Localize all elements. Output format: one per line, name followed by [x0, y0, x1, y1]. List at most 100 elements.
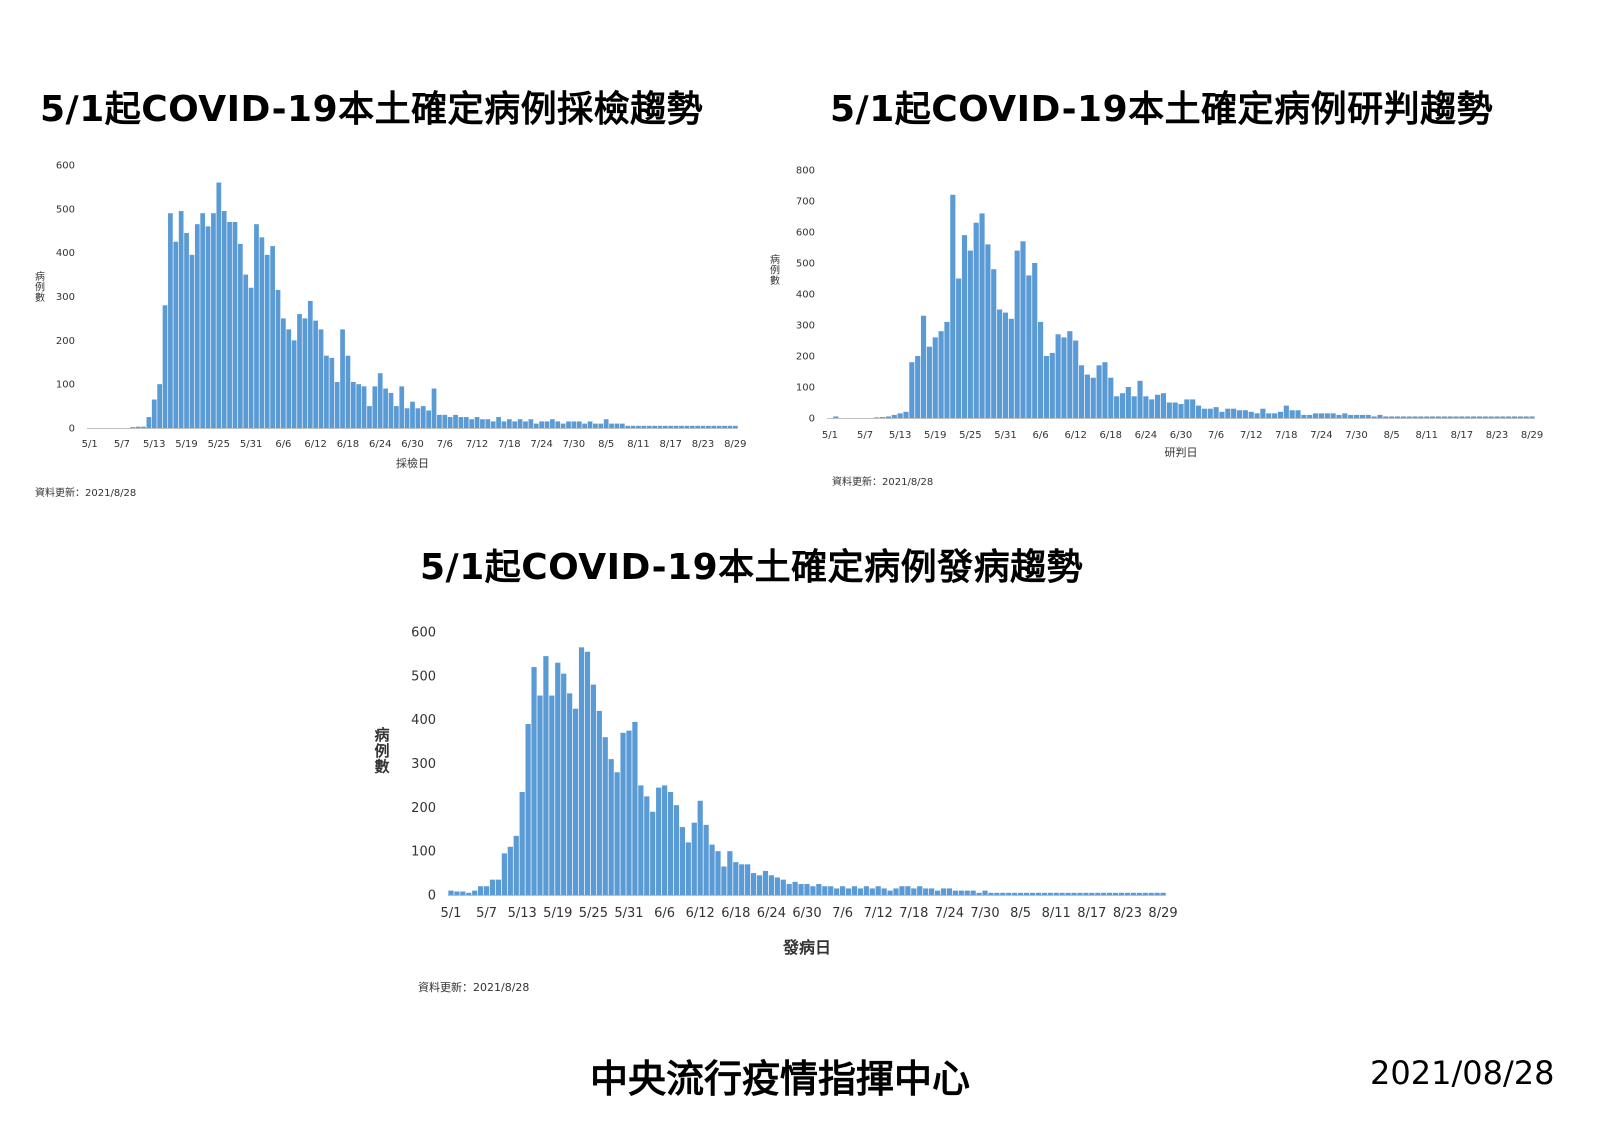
x-tick-label: 7/12 [466, 439, 488, 450]
bar [732, 425, 738, 428]
bar [646, 425, 652, 428]
bar [324, 355, 329, 428]
bar [602, 737, 608, 895]
x-tick-label: 6/12 [686, 906, 715, 921]
y-tick-label: 400 [56, 248, 75, 259]
bar [970, 890, 976, 895]
x-tick-label: 5/1 [441, 906, 462, 921]
bar [393, 406, 399, 428]
chart3-title: 5/1起COVID-19本土確定病例發病趨勢 [420, 547, 1084, 588]
bar [1242, 410, 1248, 418]
bar [822, 886, 828, 895]
x-tick-label: 6/12 [1064, 430, 1086, 441]
bar [641, 425, 647, 428]
bar [243, 274, 249, 428]
x-tick-label: 7/12 [864, 906, 893, 921]
bar [1500, 416, 1506, 418]
bar [985, 244, 991, 418]
bar [237, 243, 243, 428]
bar [507, 846, 513, 895]
bar [1043, 356, 1049, 418]
bar [733, 862, 739, 895]
bar [232, 221, 238, 428]
x-tick-label: 8/5 [1010, 906, 1031, 921]
x-tick-label: 8/29 [1521, 430, 1543, 441]
bar [721, 866, 727, 895]
bar [221, 211, 227, 428]
bar [1037, 321, 1044, 418]
x-tick-label: 6/30 [792, 906, 821, 921]
bar [130, 427, 136, 428]
bar [976, 892, 982, 895]
bar [816, 884, 822, 895]
bar [1236, 410, 1243, 418]
bar [1365, 414, 1371, 418]
bar [1012, 892, 1018, 895]
bar [259, 237, 265, 428]
bar [593, 423, 598, 428]
bar [270, 246, 275, 428]
bar [1219, 411, 1225, 418]
bar [923, 888, 929, 895]
bar [750, 873, 757, 895]
chart2-svg: 0 100 200 300 400 500 600 700 800 5/1 5/7 5/13 5/19 5… [770, 166, 1543, 489]
bar [448, 890, 454, 895]
bar [911, 888, 917, 895]
bar [715, 851, 721, 895]
bar [716, 425, 722, 428]
bar [619, 423, 625, 428]
bar [537, 695, 543, 895]
bar [650, 811, 656, 895]
y-tick-label: 0 [69, 424, 75, 435]
bar [415, 408, 421, 428]
bar [1459, 416, 1465, 418]
x-tick-label: 5/31 [614, 906, 643, 921]
bar [1018, 892, 1024, 895]
bar [1136, 892, 1142, 895]
bar [162, 305, 168, 428]
x-tick-label: 8/5 [1384, 430, 1400, 441]
bar [1213, 407, 1219, 418]
bar [275, 289, 281, 428]
bar [517, 419, 523, 428]
bar [1089, 892, 1095, 895]
bar [614, 772, 620, 895]
bar [679, 425, 684, 428]
bar [875, 886, 881, 895]
bar [932, 337, 938, 418]
bar [539, 421, 544, 428]
bar [667, 791, 674, 895]
bar [1049, 352, 1055, 418]
bar [549, 695, 555, 895]
bar [632, 721, 638, 895]
bar [571, 421, 577, 428]
bar [1529, 416, 1535, 418]
bar [474, 417, 480, 428]
bar [1112, 892, 1119, 895]
bar [598, 423, 604, 428]
bar [1430, 416, 1436, 418]
bar [1394, 416, 1401, 418]
bar [958, 890, 964, 895]
x-tick-label: 8/5 [598, 439, 614, 450]
y-tick-label: 100 [796, 383, 815, 394]
bar [141, 426, 146, 428]
bar [1318, 413, 1325, 418]
bar [512, 421, 518, 428]
bar [404, 408, 410, 428]
bar [1101, 892, 1107, 895]
bar [1435, 416, 1442, 418]
bar [596, 710, 602, 895]
x-tick-label: 5/19 [543, 906, 572, 921]
bar [1077, 892, 1083, 895]
bar [938, 331, 944, 418]
x-tick-label: 8/17 [1451, 430, 1473, 441]
chart1-svg: 0 100 200 300 400 500 600 5/1 5/7 5/13 5/19 5/25 5/3… [35, 161, 747, 500]
bar [1313, 413, 1319, 418]
x-tick-label: 5/19 [924, 430, 946, 441]
chart1-title: 5/1起COVID-19本土確定病例採檢趨勢 [40, 89, 704, 130]
x-tick-label: 8/17 [660, 439, 682, 450]
bar [590, 684, 596, 895]
bar [1342, 413, 1348, 418]
bar [1026, 275, 1032, 418]
